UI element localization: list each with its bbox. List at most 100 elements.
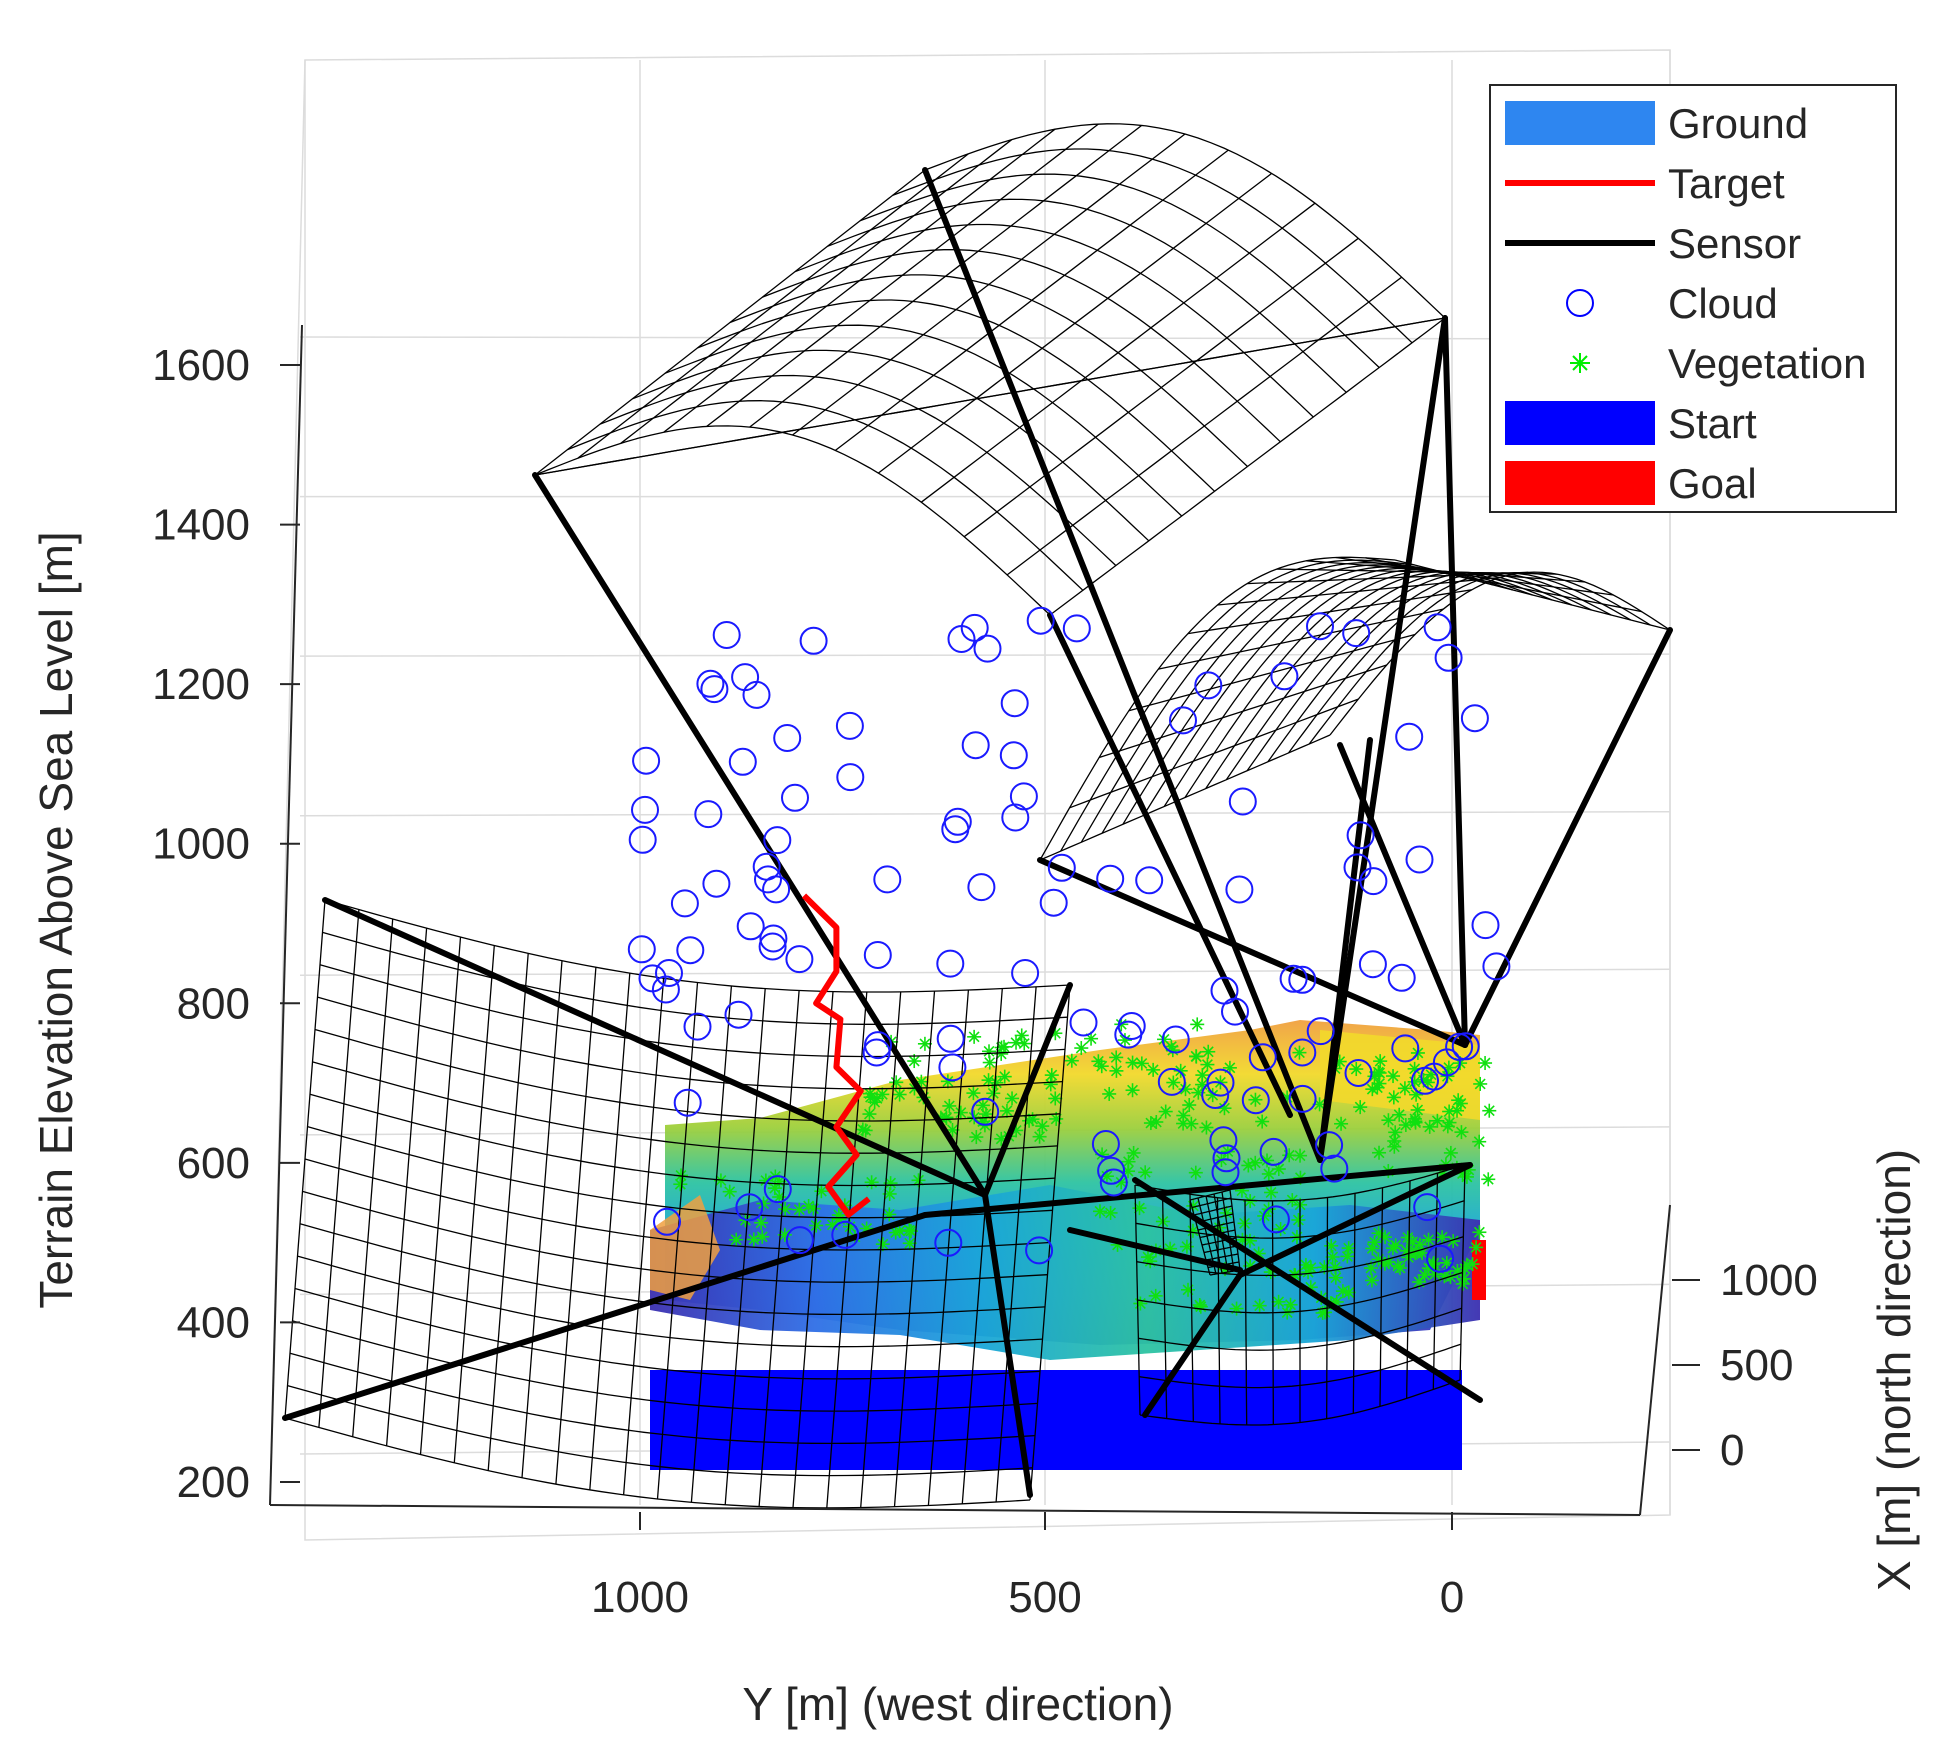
sensor-line xyxy=(1142,1272,1243,1418)
vegetation-marker xyxy=(907,1054,922,1069)
z-tick-label: 800 xyxy=(177,979,250,1028)
vegetation-marker xyxy=(1435,1230,1450,1245)
vegetation-marker xyxy=(1422,1119,1437,1134)
vegetation-marker xyxy=(1388,1125,1403,1140)
vegetation-marker xyxy=(917,1036,932,1051)
cloud-marker xyxy=(781,783,809,812)
cloud-marker xyxy=(1344,1059,1373,1087)
cloud-marker xyxy=(731,663,760,692)
cloud-marker xyxy=(1288,1084,1317,1113)
vegetation-marker xyxy=(975,1098,990,1113)
cloud-marker xyxy=(736,912,765,941)
vegetation-marker xyxy=(1283,1297,1298,1312)
vegetation-marker xyxy=(1043,1077,1058,1092)
vegetation-marker xyxy=(1386,1090,1401,1105)
cloud-marker xyxy=(1097,1156,1126,1185)
cloud-marker xyxy=(1025,1236,1054,1265)
vegetation-marker xyxy=(1044,1068,1059,1083)
cloud-marker xyxy=(1039,888,1068,917)
sensor-mesh-right xyxy=(1039,556,1671,861)
cloud-marker xyxy=(655,959,683,987)
vegetation-marker xyxy=(863,1090,878,1105)
legend-label: Ground xyxy=(1668,100,1808,147)
vegetation-marker xyxy=(1102,1086,1117,1101)
cloud-marker xyxy=(1342,619,1371,648)
sensor-mesh-top xyxy=(534,123,1446,616)
vegetation-marker xyxy=(1201,1044,1216,1059)
cloud-marker xyxy=(712,621,741,649)
vegetation-marker xyxy=(1255,1114,1270,1129)
vegetation-marker xyxy=(1125,1083,1140,1098)
vegetation-marker xyxy=(1372,1065,1387,1080)
cloud-marker xyxy=(961,731,990,760)
cloud-marker xyxy=(785,945,814,974)
sensor-line xyxy=(1047,612,1293,1118)
vegetation-marker xyxy=(1091,1054,1106,1069)
vegetation-marker xyxy=(767,1181,782,1196)
vegetation-marker xyxy=(1182,1098,1197,1113)
sensor-line xyxy=(1317,737,1373,1163)
cloud-marker xyxy=(938,1053,967,1082)
cloud-marker xyxy=(683,1012,712,1041)
cloud-marker xyxy=(627,935,656,964)
cloud-marker xyxy=(831,1220,860,1249)
vegetation-marker xyxy=(969,1130,984,1145)
cloud-marker xyxy=(947,625,976,653)
sensor-line xyxy=(322,897,988,1198)
vegetation-marker xyxy=(814,1184,829,1199)
cloud-marker xyxy=(1047,853,1076,882)
legend-item: Cloud xyxy=(1566,280,1778,327)
vegetation-marker xyxy=(1109,1050,1124,1065)
cloud-marker xyxy=(1482,952,1511,981)
vegetation-marker xyxy=(1364,1273,1379,1288)
cloud-marker xyxy=(971,1097,1000,1126)
cloud-marker xyxy=(1343,853,1372,882)
vegetation-marker xyxy=(1353,1100,1368,1115)
cloud-marker xyxy=(1117,1012,1146,1040)
cloud-marker xyxy=(1211,1158,1240,1187)
axes xyxy=(269,324,1700,1530)
vegetation-marker xyxy=(1370,1080,1385,1095)
cloud-marker xyxy=(1241,1086,1270,1115)
legend-item: Goal xyxy=(1505,460,1757,507)
cloud-marker xyxy=(1261,1205,1290,1234)
vegetation-marker xyxy=(1229,1301,1244,1316)
y-axis-label: Y [m] (west direction) xyxy=(742,1678,1173,1730)
vegetation-marker xyxy=(809,1218,824,1233)
y-tick-labels: 1000 500 0 xyxy=(591,1573,1464,1622)
legend-item: Vegetation xyxy=(1570,340,1867,387)
cloud-marker xyxy=(1460,704,1489,733)
vegetation-marker xyxy=(1410,1102,1425,1117)
legend-item: Ground xyxy=(1505,100,1808,147)
x-axis-label: X [m] (north direction) xyxy=(1868,1149,1920,1591)
vegetation-marker xyxy=(888,1225,903,1240)
cloud-marker xyxy=(1451,1032,1480,1061)
x-tick-label: 500 xyxy=(1720,1341,1793,1390)
cloud-marker xyxy=(967,873,996,902)
z-tick-labels: 200 400 600 800 1000 1200 1400 1600 xyxy=(152,341,250,1507)
z-gridline xyxy=(299,336,1671,340)
vegetation-marker xyxy=(1325,1249,1340,1264)
vegetation-marker xyxy=(1473,1076,1488,1091)
vegetation-marker xyxy=(1195,1068,1210,1083)
sensor-line xyxy=(1237,1162,1473,1278)
vegetation-marker xyxy=(1349,1062,1364,1077)
vegetation-marker xyxy=(1459,1169,1474,1184)
sensor-line xyxy=(282,1212,928,1421)
vegetation-marker xyxy=(1472,1134,1487,1149)
cloud-marker xyxy=(1423,613,1452,642)
cloud-marker xyxy=(1201,1081,1230,1109)
vegetation-marker xyxy=(1372,1145,1387,1160)
vegetation-marker xyxy=(1103,1205,1118,1220)
cloud-marker xyxy=(631,795,659,824)
cloud-marker xyxy=(1248,1043,1277,1072)
legend-label: Vegetation xyxy=(1668,340,1867,387)
vegetation-marker xyxy=(1443,1145,1458,1160)
cloud-marker xyxy=(1346,821,1375,850)
legend-label: Start xyxy=(1668,400,1757,447)
vegetation-marker xyxy=(1092,1204,1107,1219)
vegetation-marker xyxy=(1014,1028,1029,1043)
vegetation-marker xyxy=(1324,1238,1339,1253)
vegetation-marker xyxy=(942,1098,957,1113)
cloud-marker xyxy=(1000,689,1029,718)
